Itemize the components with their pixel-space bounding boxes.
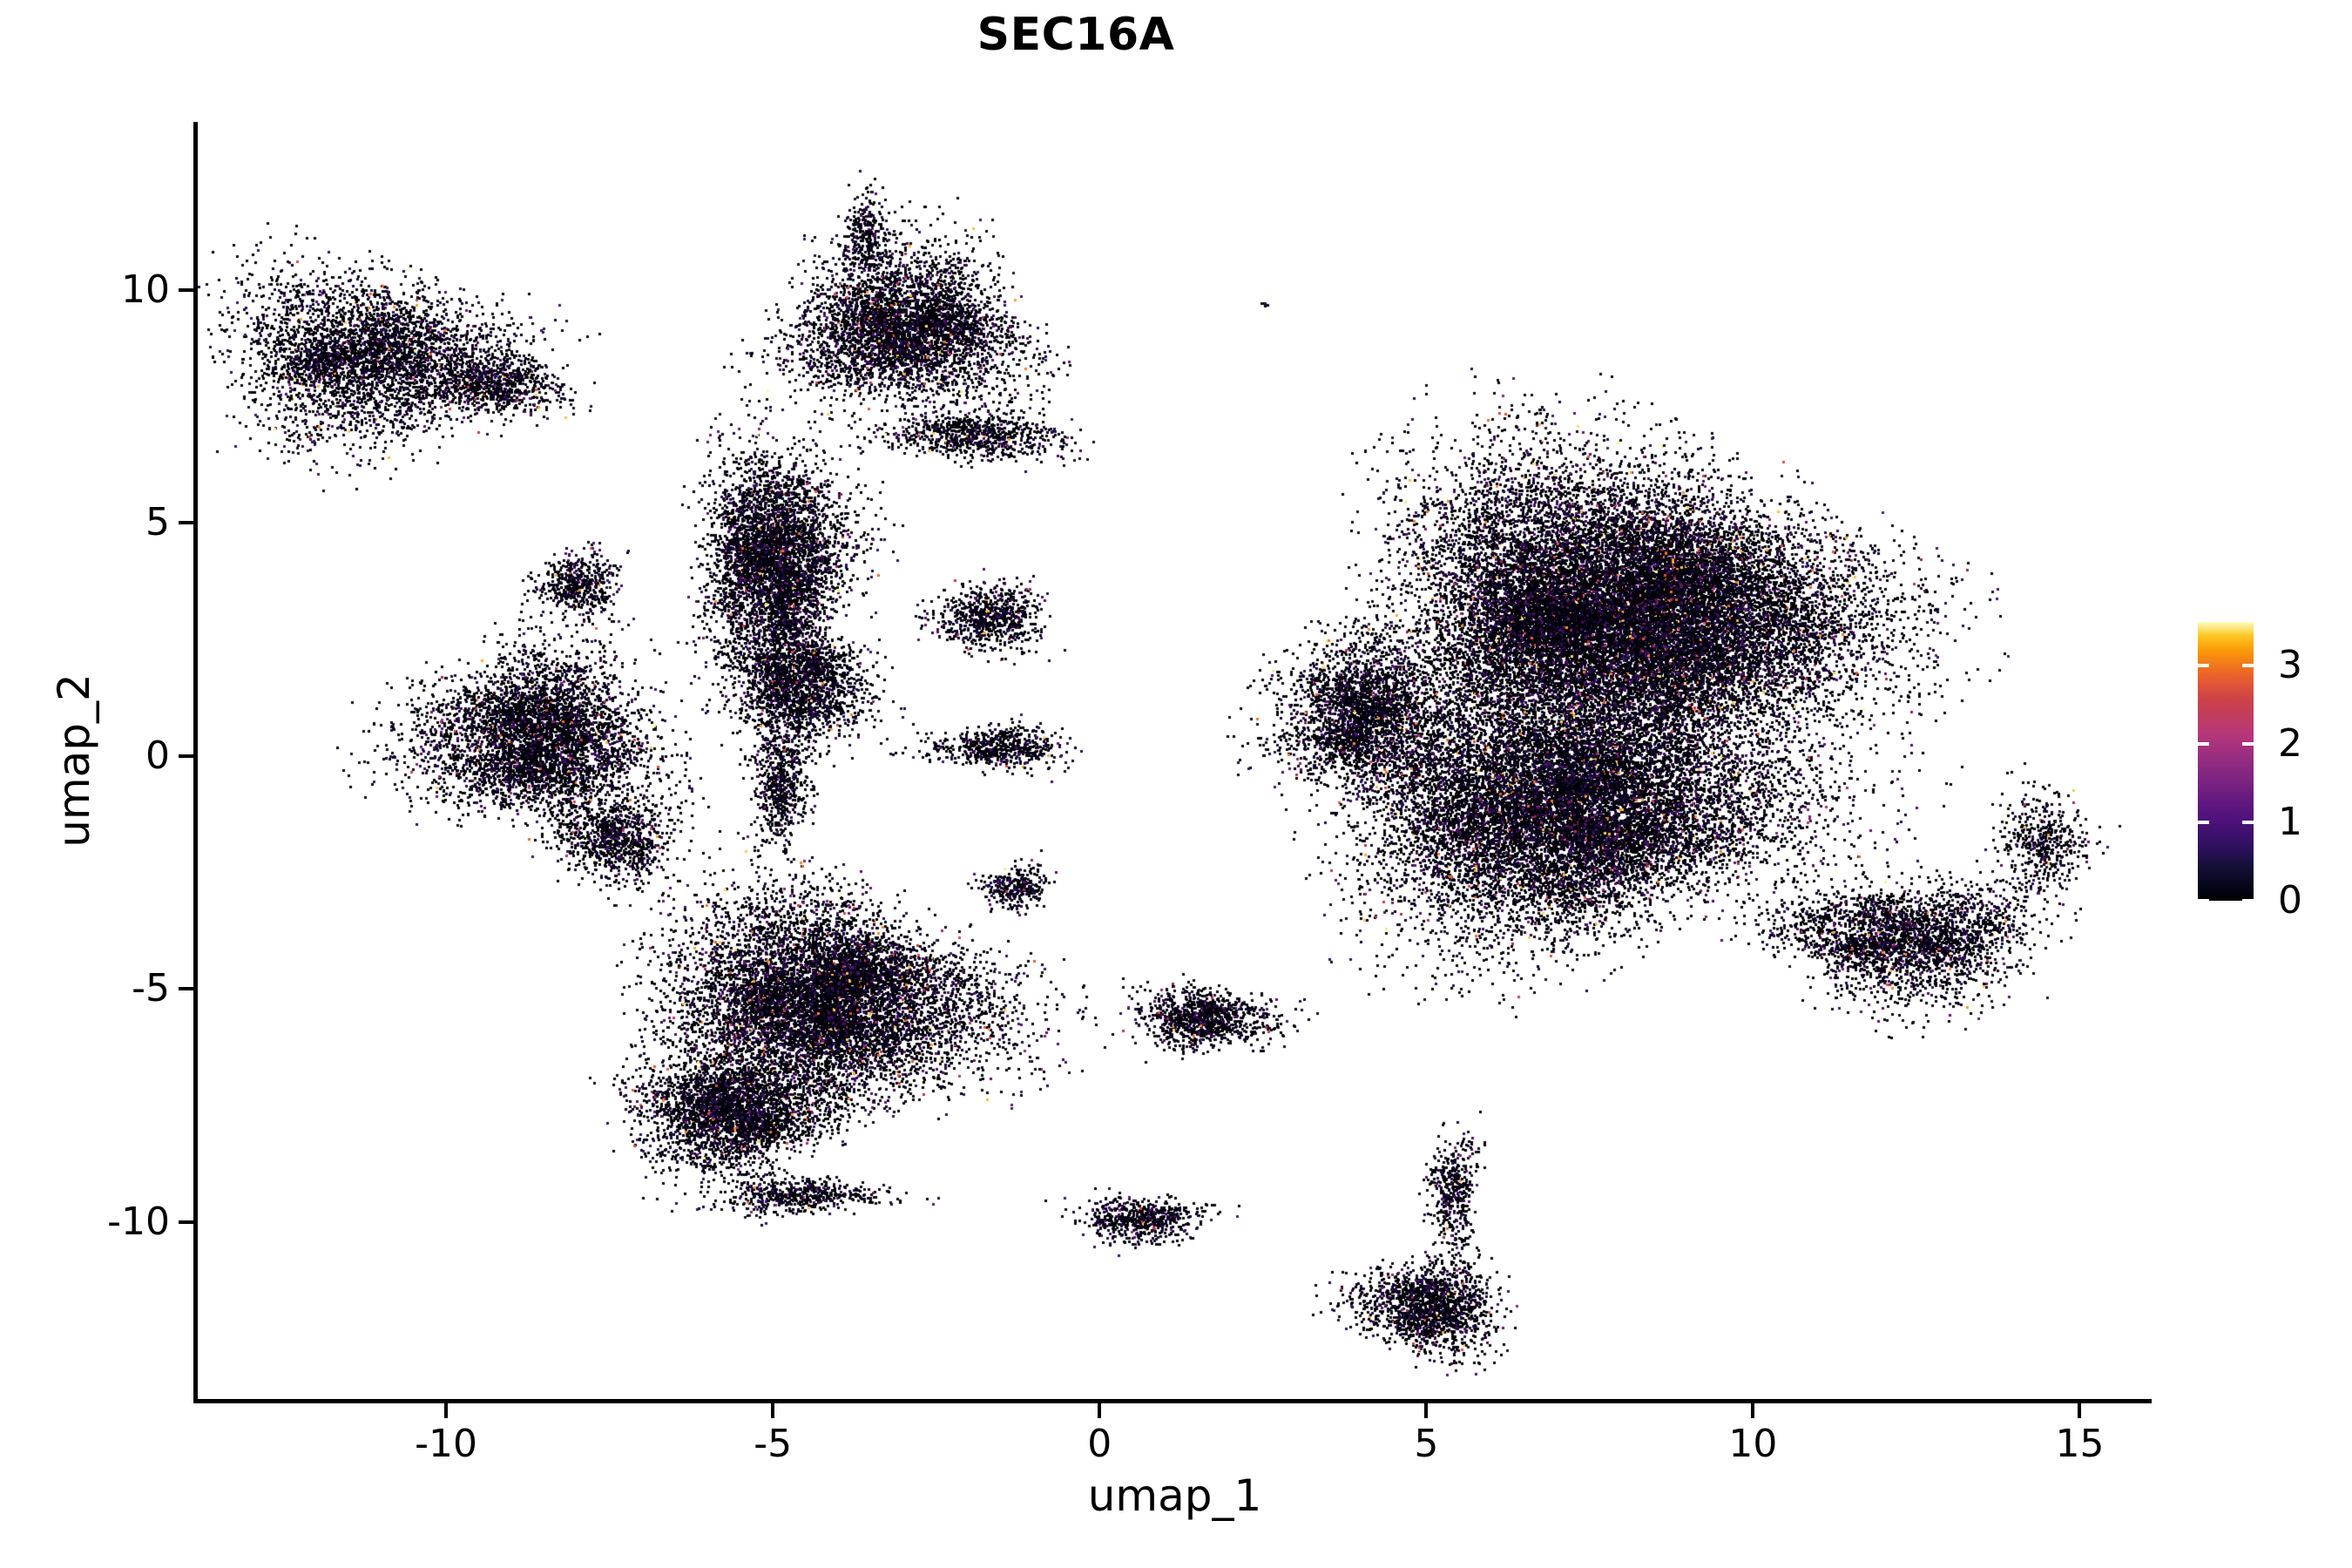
axis-spine-left (193, 122, 198, 1399)
y-tick-label: -10 (107, 1199, 170, 1244)
colorbar-tick-mark (2242, 899, 2254, 902)
x-tick-label: 5 (1414, 1422, 1439, 1466)
y-tick-label: 10 (121, 267, 170, 312)
y-tick-mark (179, 521, 193, 525)
x-tick-label: 15 (2055, 1422, 2105, 1466)
x-tick-mark (1098, 1403, 1102, 1418)
colorbar-tick-mark (2198, 741, 2209, 746)
colorbar-tick-label: 2 (2278, 720, 2302, 766)
page-title: SEC16A (977, 9, 1175, 61)
scatter-plot-area[interactable] (198, 122, 2152, 1399)
colorbar-tick-mark (2198, 820, 2209, 824)
x-tick-label: -10 (415, 1422, 477, 1466)
y-tick-mark (179, 1220, 193, 1224)
x-tick-mark (1424, 1403, 1429, 1418)
axis-spine-bottom (193, 1399, 2152, 1403)
x-tick-label: 0 (1087, 1422, 1112, 1466)
y-tick-mark (179, 987, 193, 991)
y-tick-label: -5 (132, 966, 170, 1011)
colorbar-tick-mark (2198, 899, 2209, 902)
colorbar-tick-mark (2242, 741, 2254, 746)
colorbar-tick-mark (2242, 820, 2254, 824)
colorbar-tick-mark (2242, 663, 2254, 667)
x-tick-label: -5 (754, 1422, 793, 1466)
y-tick-mark (179, 287, 193, 292)
y-tick-label: 5 (145, 500, 170, 545)
colorbar-tick-label: 1 (2278, 799, 2302, 844)
plot-axes: -10 -5 0 5 10 -10 -5 0 5 10 15 (107, 122, 2152, 1463)
y-tick-mark (179, 754, 193, 758)
x-tick-mark (1751, 1403, 1755, 1418)
y-tick-label: 0 (145, 733, 170, 778)
y-axis-label: umap_2 (49, 673, 99, 848)
x-axis-label: umap_1 (1087, 1470, 1262, 1521)
colorbar-gradient (2198, 622, 2254, 901)
x-tick-mark (771, 1403, 775, 1418)
x-tick-mark (444, 1403, 449, 1418)
x-tick-label: 10 (1728, 1422, 1778, 1466)
colorbar-tick-label: 3 (2278, 642, 2302, 687)
colorbar-tick-label: 0 (2278, 878, 2302, 923)
colorbar-tick-mark (2198, 663, 2209, 667)
x-tick-mark (2078, 1403, 2082, 1418)
colorbar[interactable]: 0 1 2 3 (2198, 622, 2302, 920)
